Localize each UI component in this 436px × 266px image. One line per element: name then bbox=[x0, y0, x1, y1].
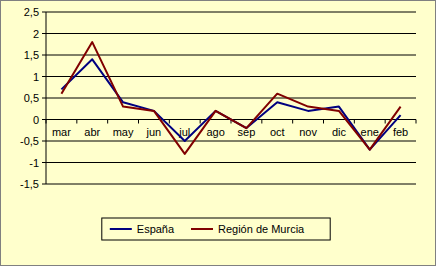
grid-line bbox=[46, 55, 416, 56]
x-tick bbox=[261, 120, 262, 124]
y-tick bbox=[42, 141, 46, 142]
grid-line bbox=[46, 33, 416, 34]
y-tick-label: 0,5 bbox=[24, 92, 39, 104]
legend-label: Región de Murcia bbox=[218, 223, 305, 235]
grid-line bbox=[46, 141, 416, 142]
x-tick-label: dic bbox=[332, 126, 347, 138]
grid-line bbox=[46, 184, 416, 185]
y-tick-label: 1,5 bbox=[24, 49, 39, 61]
y-tick bbox=[42, 98, 46, 99]
x-tick bbox=[46, 120, 47, 124]
x-tick-label: mar bbox=[52, 126, 71, 138]
x-tick bbox=[354, 120, 355, 124]
grid-line bbox=[46, 76, 416, 77]
y-tick-label: -1,5 bbox=[20, 178, 39, 190]
grid-line bbox=[46, 162, 416, 163]
x-tick bbox=[76, 120, 77, 124]
x-tick bbox=[416, 120, 417, 124]
y-tick bbox=[42, 184, 46, 185]
y-tick-label: -0,5 bbox=[20, 135, 39, 147]
x-tick bbox=[200, 120, 201, 124]
x-tick bbox=[107, 120, 108, 124]
x-tick bbox=[385, 120, 386, 124]
x-tick-label: ene bbox=[361, 126, 379, 138]
x-tick bbox=[323, 120, 324, 124]
x-tick-label: feb bbox=[393, 126, 408, 138]
x-tick-label: ago bbox=[206, 126, 224, 138]
plot-area bbox=[46, 12, 416, 184]
y-tick bbox=[42, 55, 46, 56]
x-tick-label: jun bbox=[146, 126, 162, 138]
y-tick bbox=[42, 119, 46, 120]
y-tick-label: 2,5 bbox=[24, 6, 39, 18]
y-tick-label: 0 bbox=[33, 114, 39, 126]
legend-box bbox=[102, 218, 330, 240]
y-tick bbox=[42, 162, 46, 163]
x-tick-label: abr bbox=[84, 126, 100, 138]
y-tick bbox=[42, 76, 46, 77]
chart-background bbox=[1, 1, 436, 266]
y-tick-label: 1 bbox=[33, 71, 39, 83]
grid-line bbox=[46, 12, 416, 13]
x-tick-label: may bbox=[113, 126, 134, 138]
grid-line bbox=[46, 98, 416, 99]
legend-swatch bbox=[110, 228, 132, 230]
series-group bbox=[61, 42, 400, 154]
y-tick bbox=[42, 33, 46, 34]
x-tick bbox=[292, 120, 293, 124]
series-line bbox=[61, 59, 400, 149]
legend-swatch bbox=[191, 228, 213, 230]
y-axis bbox=[46, 12, 47, 184]
x-tick bbox=[169, 120, 170, 124]
series-line bbox=[61, 42, 400, 154]
x-tick-label: oct bbox=[270, 126, 285, 138]
y-tick-label: -1 bbox=[29, 157, 39, 169]
y-tick-label: 2 bbox=[33, 28, 39, 40]
x-tick-label: nov bbox=[299, 126, 317, 138]
x-tick bbox=[138, 120, 139, 124]
legend-label: España bbox=[137, 223, 175, 235]
chart: -1,5-1-0,500,511,522,5marabrmayjunjulago… bbox=[0, 0, 436, 266]
y-tick bbox=[42, 12, 46, 13]
